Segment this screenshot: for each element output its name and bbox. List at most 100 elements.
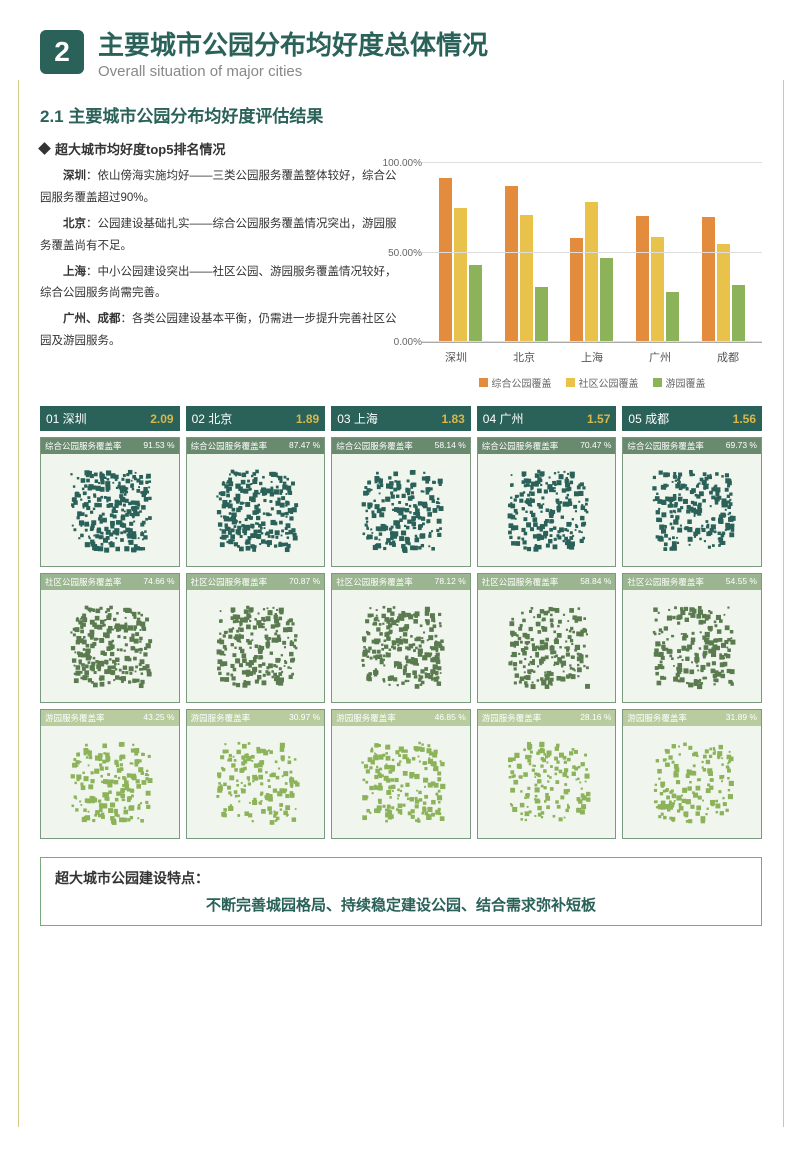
map-cell: 综合公园服务覆盖率 69.73 %	[622, 437, 762, 567]
map-cell: 综合公园服务覆盖率 91.53 %	[40, 437, 180, 567]
city-header: 01 深圳2.09	[40, 406, 180, 431]
x-tick-label: 北京	[513, 349, 535, 365]
city-grid: 01 深圳2.0902 北京1.8903 上海1.8304 广州1.5705 成…	[40, 406, 762, 839]
legend-label: 综合公园覆盖	[492, 375, 552, 390]
legend-label: 游园覆盖	[666, 375, 706, 390]
bar	[651, 237, 664, 342]
legend-swatch	[479, 378, 488, 387]
map-cell: 社区公园服务覆盖率74.66 %	[40, 573, 180, 703]
map-cell: 社区公园服务覆盖率78.12 %	[331, 573, 471, 703]
city-score: 2.09	[150, 412, 173, 426]
bar	[454, 208, 467, 342]
map-label: 综合公园服务覆盖率58.14 %	[332, 438, 470, 454]
map-cell: 游园服务覆盖率 31.89 %	[622, 709, 762, 839]
map-label: 综合公园服务覆盖率 91.53 %	[41, 438, 179, 454]
bar	[585, 202, 598, 342]
map-metric-name: 综合公园服务覆盖率	[191, 440, 268, 452]
city-header: 03 上海1.83	[331, 406, 471, 431]
map-shape	[187, 724, 325, 838]
bar	[520, 215, 533, 342]
page-header: 2 主要城市公园分布均好度总体情况 Overall situation of m…	[40, 30, 762, 80]
map-label: 社区公园服务覆盖率78.12 %	[332, 574, 470, 590]
map-cell: 社区公园服务覆盖率54.55 %	[622, 573, 762, 703]
map-metric-value: 28.16 %	[580, 712, 611, 724]
map-shape	[332, 724, 470, 838]
legend-item: 游园覆盖	[653, 375, 706, 390]
bar	[600, 258, 613, 342]
legend-swatch	[653, 378, 662, 387]
bar-group	[435, 163, 487, 342]
map-label: 游园服务覆盖率46.85 %	[332, 710, 470, 726]
map-shape	[41, 588, 179, 702]
x-tick-label: 深圳	[445, 349, 467, 365]
bar-group	[500, 163, 552, 342]
map-label: 游园服务覆盖率 31.89 %	[623, 710, 761, 726]
city-rank-name: 05 成都	[628, 410, 669, 427]
map-cell: 游园服务覆盖率30.97 %	[186, 709, 326, 839]
map-metric-name: 综合公园服务覆盖率	[45, 440, 122, 452]
legend-label: 社区公园覆盖	[579, 375, 639, 390]
map-metric-name: 综合公园服务覆盖率	[627, 440, 704, 452]
page-title-cn: 主要城市公园分布均好度总体情况	[98, 30, 762, 61]
map-shape	[187, 588, 325, 702]
map-metric-name: 游园服务覆盖率	[336, 712, 396, 724]
map-metric-value: 31.89 %	[726, 712, 757, 724]
y-tick-label: 100.00%	[368, 158, 422, 169]
map-shape	[332, 588, 470, 702]
bar-group	[566, 163, 618, 342]
map-cell: 游园服务覆盖率 43.25 %	[40, 709, 180, 839]
map-metric-name: 游园服务覆盖率	[482, 712, 542, 724]
intro-paragraph: 北京：公园建设基础扎实——综合公园服务覆盖情况突出，游园服务覆盖尚有不足。	[40, 214, 406, 258]
bar	[702, 217, 715, 342]
title-block: 主要城市公园分布均好度总体情况 Overall situation of maj…	[98, 30, 762, 80]
gridline	[422, 341, 762, 342]
map-shape	[478, 588, 616, 702]
city-score: 1.56	[733, 412, 756, 426]
map-metric-name: 社区公园服务覆盖率	[336, 576, 413, 588]
city-score: 1.89	[296, 412, 319, 426]
map-metric-name: 社区公园服务覆盖率	[482, 576, 559, 588]
summary-title: 超大城市公园建设特点：	[55, 868, 747, 888]
intro-text: 超大城市均好度top5排名情况 深圳：依山傍海实施均好——三类公园服务覆盖整体较…	[40, 139, 406, 390]
map-metric-name: 游园服务覆盖率	[45, 712, 105, 724]
map-shape	[623, 588, 761, 702]
map-metric-name: 社区公园服务覆盖率	[191, 576, 268, 588]
map-label: 社区公园服务覆盖率70.87 %	[187, 574, 325, 590]
map-cell: 综合公园服务覆盖率 70.47 %	[477, 437, 617, 567]
gridline	[422, 252, 762, 253]
y-tick-label: 0.00%	[368, 337, 422, 348]
section-number: 2	[40, 30, 84, 74]
map-cell: 社区公园服务覆盖率70.87 %	[186, 573, 326, 703]
map-metric-value: 91.53 %	[143, 440, 174, 452]
city-header: 02 北京1.89	[186, 406, 326, 431]
map-shape	[187, 452, 325, 566]
x-tick-label: 上海	[581, 349, 603, 365]
y-tick-label: 50.00%	[368, 248, 422, 259]
map-metric-value: 43.25 %	[143, 712, 174, 724]
legend-swatch	[566, 378, 575, 387]
map-metric-name: 游园服务覆盖率	[627, 712, 687, 724]
map-metric-value: 30.97 %	[289, 712, 320, 724]
bar	[535, 287, 548, 342]
map-shape	[332, 452, 470, 566]
map-cell: 社区公园服务覆盖率58.84 %	[477, 573, 617, 703]
city-rank-name: 03 上海	[337, 410, 378, 427]
map-label: 游园服务覆盖率 28.16 %	[478, 710, 616, 726]
bullet-text: 超大城市均好度top5排名情况	[55, 139, 225, 158]
decorative-line-right	[783, 80, 784, 1127]
bar-group	[697, 163, 749, 342]
city-score: 1.57	[587, 412, 610, 426]
bar	[570, 238, 583, 342]
gridline	[422, 162, 762, 163]
map-cell: 游园服务覆盖率46.85 %	[331, 709, 471, 839]
map-shape	[478, 452, 616, 566]
map-metric-value: 70.47 %	[580, 440, 611, 452]
map-metric-value: 54.55 %	[726, 576, 757, 588]
map-shape	[41, 724, 179, 838]
map-metric-name: 综合公园服务覆盖率	[482, 440, 559, 452]
bar	[732, 285, 745, 342]
intro-row: 超大城市均好度top5排名情况 深圳：依山傍海实施均好——三类公园服务覆盖整体较…	[40, 139, 762, 390]
map-shape	[41, 452, 179, 566]
map-metric-value: 69.73 %	[726, 440, 757, 452]
map-metric-value: 87.47 %	[289, 440, 320, 452]
